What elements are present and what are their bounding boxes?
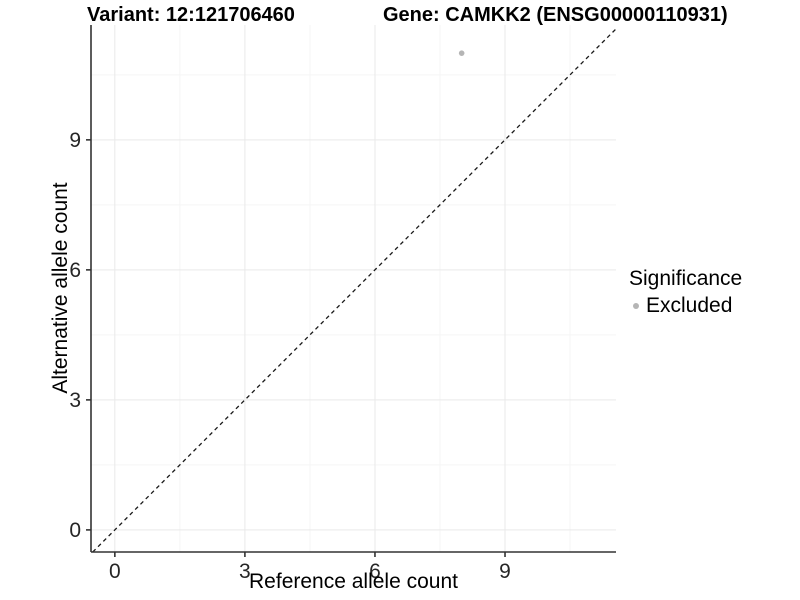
variant-title: Variant: 12:121706460 <box>87 4 295 26</box>
y-tick-label: 0 <box>69 519 81 542</box>
excluded-point-icon <box>633 302 639 309</box>
y-axis-title: Alternative allele count <box>49 182 72 394</box>
gene-title: Gene: CAMKK2 (ENSG00000110931) <box>383 4 728 26</box>
x-tick-label: 9 <box>499 560 511 583</box>
legend: Significance Excluded <box>629 266 742 318</box>
y-tick-label: 6 <box>69 259 81 282</box>
identity-reference-line <box>92 28 617 553</box>
x-tick-label: 3 <box>239 560 251 583</box>
x-axis-title: Reference allele count <box>249 570 458 593</box>
legend-item-label: Excluded <box>646 294 733 317</box>
x-tick-label: 6 <box>369 560 381 583</box>
y-tick-label: 3 <box>69 389 81 412</box>
x-tick-label: 0 <box>109 560 121 583</box>
legend-title: Significance <box>629 267 743 290</box>
data-point <box>458 50 465 56</box>
legend-item-excluded: Excluded <box>629 293 742 318</box>
y-tick-label: 9 <box>69 129 81 152</box>
